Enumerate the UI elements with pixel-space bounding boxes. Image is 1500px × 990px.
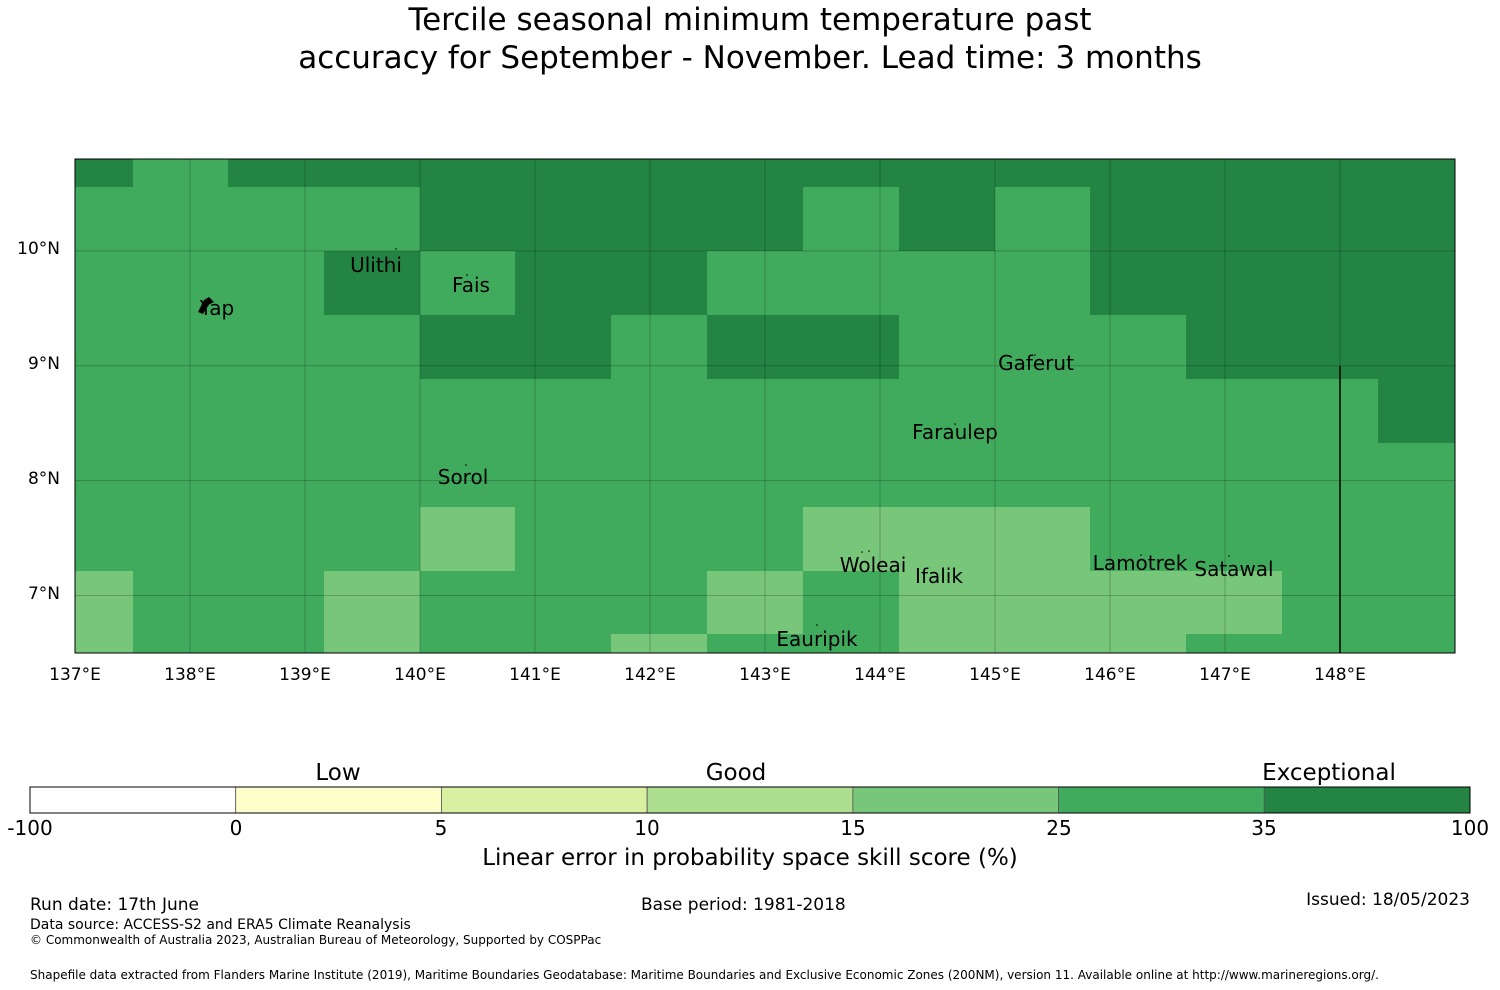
skill-cell-11 bbox=[1378, 379, 1455, 443]
woleai-island-mark-2 bbox=[868, 550, 870, 552]
skill-cell-15 bbox=[324, 571, 420, 653]
skill-cell-2 bbox=[420, 187, 803, 251]
place-label-satawal: Satawal bbox=[1194, 557, 1274, 581]
colorbar-label: Linear error in probability space skill … bbox=[482, 845, 1018, 871]
x-tick-147e: 147°E bbox=[1199, 665, 1251, 685]
colorbar-tick: 35 bbox=[1251, 816, 1277, 840]
skill-cell-18 bbox=[611, 634, 707, 653]
chart-title-line1: Tercile seasonal minimum temperature pas… bbox=[408, 2, 1092, 38]
skill-cell-13 bbox=[803, 507, 1090, 571]
x-tick-139e: 139°E bbox=[279, 665, 331, 685]
y-tick-10n: 10°N bbox=[17, 239, 60, 259]
x-tick-141e: 141°E bbox=[509, 665, 561, 685]
skill-cell-8 bbox=[420, 315, 611, 379]
colorbar-category-good: Good bbox=[705, 760, 767, 786]
x-tick-142e: 142°E bbox=[624, 665, 676, 685]
issued-date: Issued: 18/05/2023 bbox=[1306, 890, 1470, 910]
y-tick-9n: 9°N bbox=[27, 354, 60, 374]
y-tick-8n: 8°N bbox=[27, 469, 60, 489]
satawal-island-mark bbox=[1228, 555, 1230, 557]
map-frame bbox=[74, 158, 1456, 654]
skill-cell-5 bbox=[324, 251, 420, 315]
x-tick-143e: 143°E bbox=[739, 665, 791, 685]
x-tick-138e: 138°E bbox=[164, 665, 216, 685]
skill-cell-1 bbox=[228, 159, 1455, 187]
x-tick-148e: 148°E bbox=[1314, 665, 1366, 685]
x-tick-145e: 145°E bbox=[969, 665, 1021, 685]
colorbar-segment bbox=[1263, 786, 1471, 814]
x-tick-137e: 137°E bbox=[49, 665, 101, 685]
island-marks bbox=[198, 248, 1230, 626]
colorbar-category-low: Low bbox=[315, 760, 361, 786]
x-tick-140e: 140°E bbox=[394, 665, 446, 685]
copyright: © Commonwealth of Australia 2023, Austra… bbox=[30, 933, 602, 947]
colorbar-tick: 0 bbox=[229, 816, 243, 840]
colorbar-tick: 10 bbox=[634, 816, 660, 840]
skill-cell-3 bbox=[899, 187, 995, 251]
base-period: Base period: 1981-2018 bbox=[641, 895, 846, 915]
place-label-ulithi: Ulithi bbox=[350, 253, 402, 277]
skill-cell-17 bbox=[899, 571, 1282, 634]
shapefile-credit: Shapefile data extracted from Flanders M… bbox=[30, 968, 1379, 982]
place-label-fais: Fais bbox=[452, 273, 490, 297]
skill-cell-4 bbox=[1090, 187, 1455, 251]
skill-cell-12 bbox=[420, 507, 515, 571]
colorbar-tick: 100 bbox=[1450, 816, 1490, 840]
colorbar-category-exceptional: Exceptional bbox=[1262, 760, 1396, 786]
place-label-eauripik: Eauripik bbox=[776, 627, 858, 651]
eauripik-island-mark bbox=[816, 624, 818, 626]
place-label-faraulep: Faraulep bbox=[912, 420, 998, 444]
gaferut-island-mark bbox=[1034, 354, 1036, 356]
chart-title-line2: accuracy for September - November. Lead … bbox=[298, 40, 1202, 76]
colorbar-bar bbox=[29, 786, 1471, 814]
map-gridlines bbox=[74, 159, 1455, 653]
skill-cell-9 bbox=[707, 315, 899, 379]
place-label-woleai: Woleai bbox=[839, 553, 907, 577]
skill-cell-6 bbox=[515, 251, 707, 315]
ulithi-island-mark bbox=[395, 248, 397, 250]
colorbar-segment bbox=[235, 786, 442, 814]
yap-island-shape bbox=[198, 297, 214, 314]
colorbar-frame bbox=[29, 786, 1471, 814]
skill-cell-7 bbox=[1090, 251, 1455, 315]
x-tick-144e: 144°E bbox=[854, 665, 906, 685]
place-label-ifalik: Ifalik bbox=[915, 564, 963, 588]
fais-island-mark bbox=[466, 274, 468, 276]
colorbar-tick: 15 bbox=[840, 816, 866, 840]
skill-cells bbox=[75, 159, 1455, 653]
skill-cell-0 bbox=[75, 159, 133, 187]
faraulep-island-mark bbox=[954, 423, 956, 425]
place-label-sorol: Sorol bbox=[437, 465, 489, 489]
skill-cell-14 bbox=[75, 571, 133, 653]
skill-cell-19 bbox=[899, 634, 1186, 653]
data-source: Data source: ACCESS-S2 and ERA5 Climate … bbox=[30, 917, 411, 933]
y-tick-7n: 7°N bbox=[27, 584, 60, 604]
colorbar-tick: 5 bbox=[434, 816, 448, 840]
skill-cell-10 bbox=[1186, 315, 1455, 379]
run-date: Run date: 17th June bbox=[30, 895, 199, 915]
place-label-yap: Yap bbox=[199, 296, 235, 320]
colorbar-segment bbox=[29, 786, 237, 814]
colorbar-segment bbox=[441, 786, 648, 814]
lamotrek-island-mark bbox=[1140, 554, 1142, 556]
skill-cell-16 bbox=[707, 571, 803, 634]
colorbar-tick: 25 bbox=[1046, 816, 1072, 840]
x-tick-146e: 146°E bbox=[1084, 665, 1136, 685]
colorbar-segment bbox=[1058, 786, 1265, 814]
colorbar-tick: -100 bbox=[7, 816, 53, 840]
colorbar-segment bbox=[852, 786, 1059, 814]
colorbar-segment bbox=[646, 786, 854, 814]
sorol-island-mark bbox=[465, 464, 467, 466]
woleai-island-mark-1 bbox=[861, 551, 863, 553]
place-label-gaferut: Gaferut bbox=[998, 351, 1074, 375]
place-label-lamotrek: Lamotrek bbox=[1092, 551, 1188, 575]
